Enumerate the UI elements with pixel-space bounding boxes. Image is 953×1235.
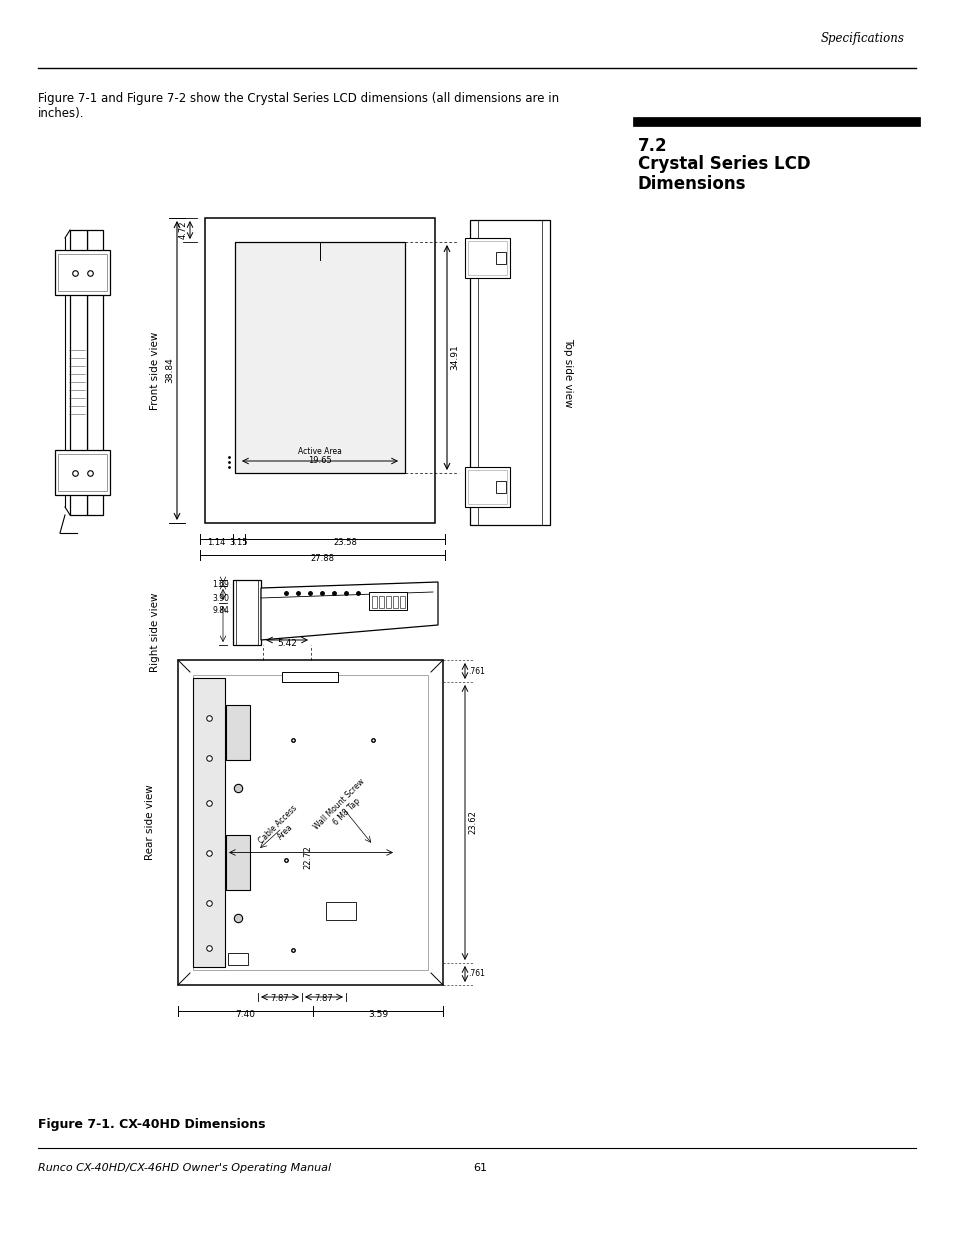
Bar: [369, 592, 407, 610]
Text: Cable Access
Area: Cable Access Area: [257, 804, 306, 852]
Bar: [228, 953, 248, 965]
Text: 19.65: 19.65: [308, 456, 332, 466]
Bar: [496, 480, 505, 493]
Text: 7.2: 7.2: [638, 137, 667, 156]
Text: Figure 7-1 and Figure 7-2 show the Crystal Series LCD dimensions (all dimensions: Figure 7-1 and Figure 7-2 show the Cryst…: [38, 91, 558, 120]
Bar: [193, 676, 428, 969]
Bar: [87, 230, 103, 515]
Text: 3.90: 3.90: [212, 594, 229, 603]
Text: 7.87: 7.87: [314, 994, 333, 1003]
Text: Rear side view: Rear side view: [145, 784, 154, 861]
Bar: [226, 705, 250, 760]
Text: 34.91: 34.91: [450, 345, 458, 370]
Text: Active Area: Active Area: [297, 447, 341, 456]
Polygon shape: [70, 230, 87, 515]
Bar: [464, 467, 510, 508]
Bar: [282, 672, 337, 682]
Text: 1.14: 1.14: [207, 538, 226, 547]
Bar: [386, 597, 391, 608]
Bar: [226, 835, 250, 890]
Text: Runco CX-40HD/CX-46HD Owner's Operating Manual: Runco CX-40HD/CX-46HD Owner's Operating …: [38, 1163, 331, 1173]
Bar: [372, 597, 376, 608]
Bar: [393, 597, 397, 608]
Text: Specifications: Specifications: [821, 32, 904, 44]
Text: 3.59: 3.59: [368, 1010, 388, 1019]
Bar: [178, 659, 442, 986]
Text: Figure 7-1. CX-40HD Dimensions: Figure 7-1. CX-40HD Dimensions: [38, 1118, 265, 1131]
Text: 5.42: 5.42: [276, 638, 296, 648]
Text: Right side view: Right side view: [150, 593, 160, 672]
Bar: [55, 249, 110, 295]
Text: Crystal Series LCD: Crystal Series LCD: [638, 156, 810, 173]
Text: 27.88: 27.88: [310, 555, 335, 563]
Text: 3.15: 3.15: [230, 538, 248, 547]
Text: .761: .761: [468, 969, 484, 978]
Text: 4.72: 4.72: [179, 221, 188, 240]
Bar: [399, 597, 405, 608]
Text: 7.40: 7.40: [235, 1010, 255, 1019]
Text: 1.69: 1.69: [212, 579, 229, 589]
Text: 38.84: 38.84: [165, 358, 173, 383]
Text: Dimensions: Dimensions: [638, 175, 745, 193]
Text: 9.84: 9.84: [212, 605, 229, 615]
Text: 61: 61: [473, 1163, 486, 1173]
Text: .761: .761: [468, 667, 484, 676]
Bar: [55, 450, 110, 495]
Bar: [468, 241, 506, 275]
Text: 22.72: 22.72: [303, 846, 313, 869]
Bar: [58, 254, 107, 291]
Bar: [464, 238, 510, 278]
Bar: [468, 471, 506, 504]
Polygon shape: [261, 582, 437, 640]
Bar: [378, 597, 384, 608]
Bar: [205, 219, 435, 522]
Text: Top side view: Top side view: [562, 337, 573, 408]
Text: 23.62: 23.62: [468, 810, 476, 835]
Text: Wall Mount Screw
6 M8 Tap: Wall Mount Screw 6 M8 Tap: [312, 777, 374, 839]
Text: Front side view: Front side view: [150, 331, 160, 410]
Bar: [496, 252, 505, 264]
Bar: [326, 902, 355, 920]
Bar: [58, 454, 107, 492]
Text: 23.58: 23.58: [333, 538, 356, 547]
Bar: [233, 580, 261, 645]
Bar: [234, 242, 405, 473]
Bar: [193, 678, 225, 967]
Bar: [470, 220, 550, 525]
Text: 7.87: 7.87: [271, 994, 289, 1003]
